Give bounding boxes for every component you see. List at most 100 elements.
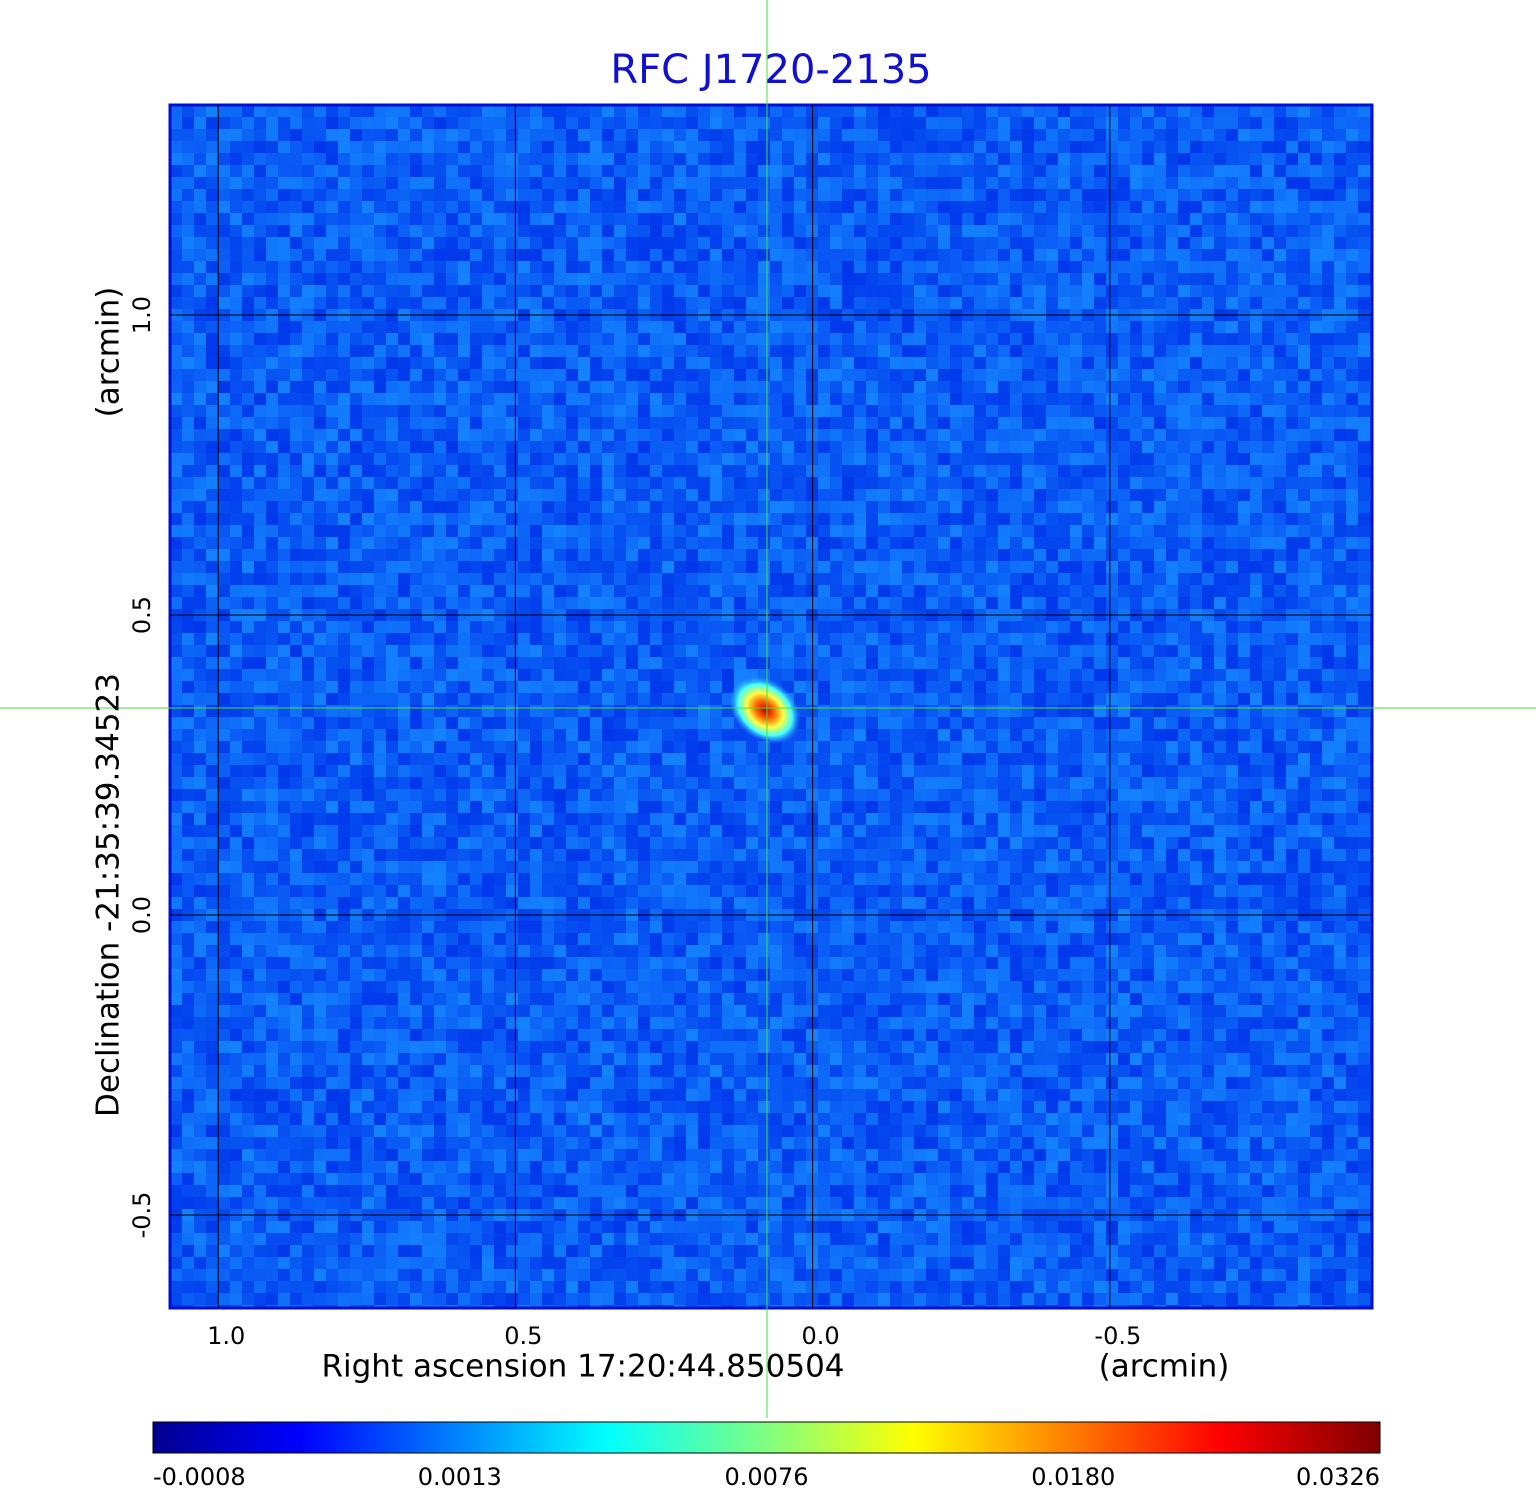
image-pixel xyxy=(254,633,266,645)
image-pixel xyxy=(914,117,926,129)
image-pixel xyxy=(1298,357,1310,369)
image-pixel xyxy=(230,537,242,549)
image-pixel xyxy=(182,453,194,465)
image-pixel xyxy=(1238,201,1250,213)
image-pixel xyxy=(830,333,842,345)
image-pixel xyxy=(602,345,614,357)
image-pixel xyxy=(770,297,782,309)
image-pixel xyxy=(782,645,794,657)
image-pixel xyxy=(638,657,650,669)
image-pixel xyxy=(1202,297,1214,309)
image-pixel xyxy=(590,417,602,429)
image-pixel xyxy=(590,465,602,477)
image-pixel xyxy=(1274,621,1286,633)
image-pixel xyxy=(1178,477,1190,489)
image-pixel xyxy=(614,345,626,357)
image-pixel xyxy=(530,465,542,477)
image-pixel xyxy=(938,681,950,693)
image-pixel xyxy=(446,213,458,225)
image-pixel xyxy=(290,225,302,237)
image-pixel xyxy=(326,621,338,633)
image-pixel xyxy=(782,525,794,537)
image-pixel xyxy=(1190,297,1202,309)
image-pixel xyxy=(446,429,458,441)
image-pixel xyxy=(794,417,806,429)
image-pixel xyxy=(1130,525,1142,537)
image-pixel xyxy=(1190,441,1202,453)
image-pixel xyxy=(1178,165,1190,177)
image-pixel xyxy=(1358,345,1370,357)
image-pixel xyxy=(614,501,626,513)
image-pixel xyxy=(1238,225,1250,237)
image-pixel xyxy=(1286,417,1298,429)
image-pixel xyxy=(578,141,590,153)
image-pixel xyxy=(398,273,410,285)
image-pixel xyxy=(926,501,938,513)
image-pixel xyxy=(1214,645,1226,657)
image-pixel xyxy=(470,597,482,609)
image-pixel xyxy=(926,417,938,429)
image-pixel xyxy=(746,537,758,549)
image-pixel xyxy=(974,669,986,681)
image-pixel xyxy=(374,537,386,549)
image-pixel xyxy=(254,501,266,513)
image-pixel xyxy=(290,693,302,705)
image-pixel xyxy=(1142,585,1154,597)
image-pixel xyxy=(278,285,290,297)
image-pixel xyxy=(1238,585,1250,597)
image-pixel xyxy=(938,597,950,609)
image-pixel xyxy=(1238,417,1250,429)
image-pixel xyxy=(614,465,626,477)
image-pixel xyxy=(362,549,374,561)
image-pixel xyxy=(542,393,554,405)
image-pixel xyxy=(1058,201,1070,213)
image-pixel xyxy=(1022,561,1034,573)
image-pixel xyxy=(374,453,386,465)
image-pixel xyxy=(674,405,686,417)
image-pixel xyxy=(194,453,206,465)
image-pixel xyxy=(506,477,518,489)
image-pixel xyxy=(830,441,842,453)
image-pixel xyxy=(698,429,710,441)
image-pixel xyxy=(1178,597,1190,609)
image-pixel xyxy=(890,669,902,681)
image-pixel xyxy=(854,105,866,117)
image-pixel xyxy=(866,117,878,129)
image-pixel xyxy=(314,225,326,237)
image-pixel xyxy=(470,681,482,693)
image-pixel xyxy=(866,645,878,657)
image-pixel xyxy=(1286,645,1298,657)
image-pixel xyxy=(758,285,770,297)
image-pixel xyxy=(794,285,806,297)
image-pixel xyxy=(1226,573,1238,585)
image-pixel xyxy=(878,405,890,417)
image-pixel xyxy=(878,297,890,309)
image-pixel xyxy=(1034,189,1046,201)
image-pixel xyxy=(1322,429,1334,441)
image-pixel xyxy=(542,417,554,429)
image-pixel xyxy=(1034,177,1046,189)
image-pixel xyxy=(890,477,902,489)
image-pixel xyxy=(698,501,710,513)
image-pixel xyxy=(326,237,338,249)
image-pixel xyxy=(986,537,998,549)
image-pixel xyxy=(1202,345,1214,357)
image-pixel xyxy=(878,105,890,117)
image-pixel xyxy=(554,513,566,525)
image-pixel xyxy=(542,177,554,189)
image-pixel xyxy=(434,333,446,345)
image-pixel xyxy=(494,633,506,645)
image-pixel xyxy=(638,369,650,381)
image-pixel xyxy=(806,429,818,441)
image-pixel xyxy=(962,501,974,513)
image-pixel xyxy=(818,189,830,201)
image-pixel xyxy=(1358,429,1370,441)
image-pixel xyxy=(1334,561,1346,573)
image-pixel xyxy=(1250,117,1262,129)
image-pixel xyxy=(230,549,242,561)
image-pixel xyxy=(986,405,998,417)
image-pixel xyxy=(782,585,794,597)
image-pixel xyxy=(650,297,662,309)
image-pixel xyxy=(1046,237,1058,249)
image-pixel xyxy=(626,249,638,261)
